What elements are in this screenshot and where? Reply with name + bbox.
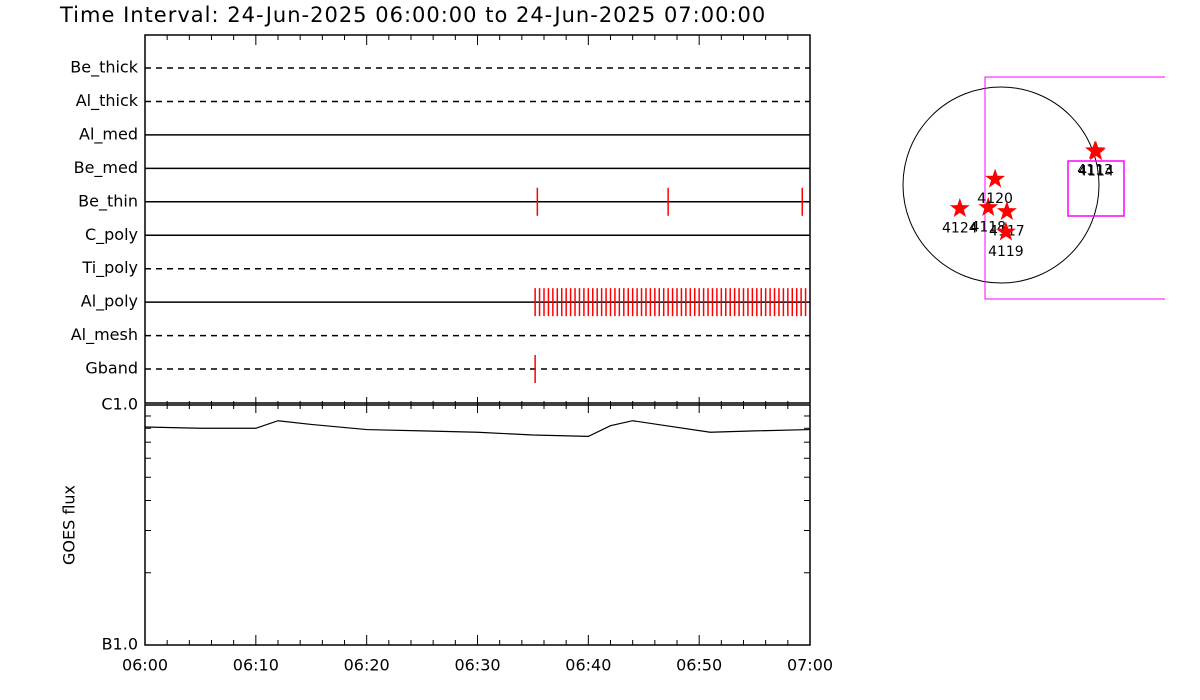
region-star	[978, 197, 999, 216]
solar-disk	[902, 86, 1100, 284]
title: Time Interval: 24-Jun-2025 06:00:00 to 2…	[59, 3, 766, 27]
x-tick-label: 06:00	[122, 656, 168, 675]
region-label: 4113	[1077, 163, 1113, 179]
row-label: Al_med	[79, 124, 138, 144]
x-tick-label: 06:20	[344, 656, 390, 675]
x-tick-label: 06:30	[454, 656, 500, 675]
timeline-frame	[144, 34, 811, 404]
row-label: Be_med	[74, 158, 138, 178]
y-axis-label: GOES flux	[60, 485, 79, 565]
region-star	[985, 168, 1006, 188]
region-label: 4118	[970, 220, 1006, 236]
region-label: 4124	[942, 221, 978, 237]
region-label: 4119	[988, 244, 1024, 260]
region-star	[1086, 141, 1106, 161]
row-label: Be_thin	[78, 191, 138, 211]
goes-curve	[144, 420, 811, 437]
row-label: Al_poly	[81, 292, 138, 312]
x-tick-label: 06:40	[565, 656, 611, 675]
row-label: Al_thick	[76, 91, 139, 111]
region-star	[949, 198, 970, 217]
x-tick-label: 07:00	[787, 656, 833, 675]
row-label: Be_thick	[70, 58, 138, 78]
fov-large	[984, 76, 1165, 300]
y-tick-label: C1.0	[101, 395, 138, 414]
goes-frame	[144, 404, 811, 646]
row-label: Ti_poly	[81, 258, 138, 278]
region-star	[995, 221, 1016, 241]
region-star	[996, 201, 1017, 220]
region-label: 4114	[1078, 164, 1114, 180]
x-tick-label: 06:10	[233, 656, 279, 675]
y-tick-label: B1.0	[102, 635, 138, 654]
row-label: C_poly	[85, 225, 138, 245]
row-label: Gband	[85, 359, 138, 378]
region-label: 4120	[977, 191, 1013, 207]
fov-small	[1067, 160, 1125, 217]
x-tick-label: 06:50	[676, 656, 722, 675]
row-label: Al_mesh	[71, 325, 138, 345]
